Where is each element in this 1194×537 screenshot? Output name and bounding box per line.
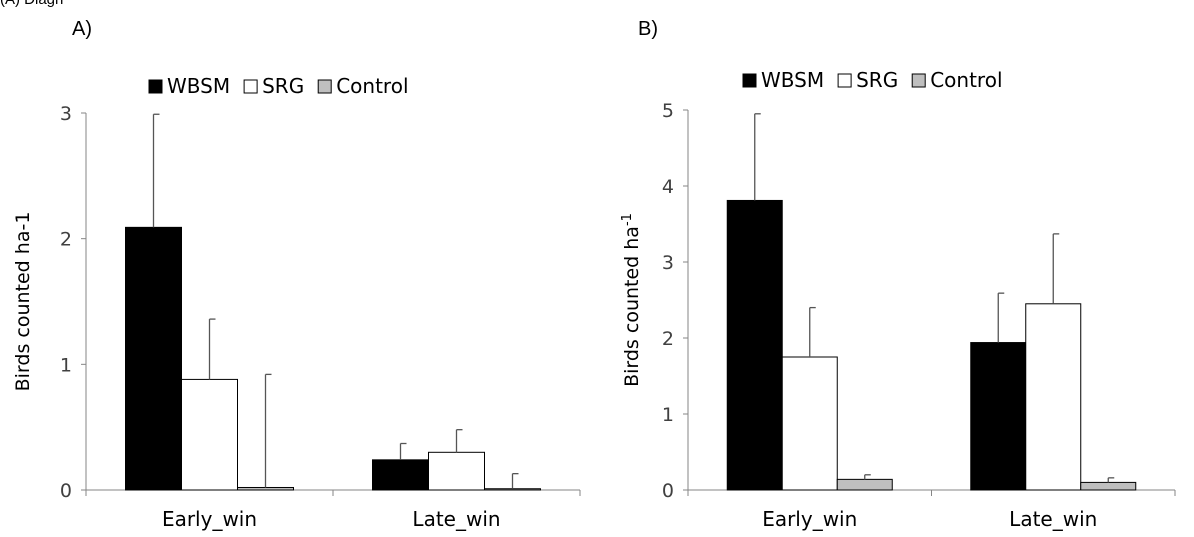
legend-swatch-srg xyxy=(243,79,258,94)
bar-control-early-win xyxy=(237,486,294,491)
y-tick-label: 0 xyxy=(662,480,674,502)
legend-label-srg: SRG xyxy=(262,74,304,98)
y-axis-label: Birds counted ha-1 xyxy=(12,212,34,392)
bar-wbsm-early-win xyxy=(125,226,182,491)
bar-srg-late-win xyxy=(1025,303,1082,491)
legend-label-wbsm: WBSM xyxy=(167,74,230,98)
y-tick-label: 3 xyxy=(60,103,72,125)
y-tick-label: 3 xyxy=(662,252,674,274)
bar-wbsm-late-win xyxy=(372,459,429,491)
bar-srg-early-win xyxy=(181,378,238,491)
x-category-label: Late_win xyxy=(1009,507,1097,531)
legend-swatch-wbsm xyxy=(148,79,163,94)
legend-label-control: Control xyxy=(336,74,408,98)
y-axis-label: Birds counted ha-1 xyxy=(620,213,643,387)
legend-swatch-srg xyxy=(837,73,852,88)
header-fragment: (A) Diagn xyxy=(0,0,63,8)
x-category-label: Early_win xyxy=(162,507,257,531)
legend-swatch-control xyxy=(317,79,332,94)
bar-control-early-win xyxy=(836,478,893,491)
x-category-label: Early_win xyxy=(762,507,857,531)
chart-a: 0 1 2 3 Early_win Late_win Birds counted ha-1 W… xyxy=(12,74,581,531)
panel-label-b: B) xyxy=(638,18,658,40)
bar-control-late-win xyxy=(1080,481,1137,491)
y-tick-label: 1 xyxy=(60,354,72,376)
y-tick-label: 2 xyxy=(60,229,72,251)
y-tick-label: 2 xyxy=(662,328,674,350)
bar-srg-early-win xyxy=(781,356,838,491)
y-tick-label: 0 xyxy=(60,480,72,502)
bar-control-late-win xyxy=(484,488,541,491)
x-category-label: Late_win xyxy=(412,507,500,531)
legend-swatch-control xyxy=(911,73,926,88)
y-tick-label: 5 xyxy=(662,100,674,122)
bar-wbsm-late-win xyxy=(970,342,1027,491)
bar-srg-late-win xyxy=(428,451,485,491)
legend-label-control: Control xyxy=(930,68,1002,92)
legend-swatch-wbsm xyxy=(742,73,757,88)
y-tick-label: 1 xyxy=(662,404,674,426)
legend-label-srg: SRG xyxy=(856,68,898,92)
panel-label-a: A) xyxy=(72,18,92,40)
y-tick-label: 4 xyxy=(662,176,674,198)
bar-wbsm-early-win xyxy=(726,199,783,491)
chart-b: 0 1 2 3 4 5 Early_win Late_win Birds counted ha-… xyxy=(620,68,1176,531)
legend-label-wbsm: WBSM xyxy=(761,68,824,92)
